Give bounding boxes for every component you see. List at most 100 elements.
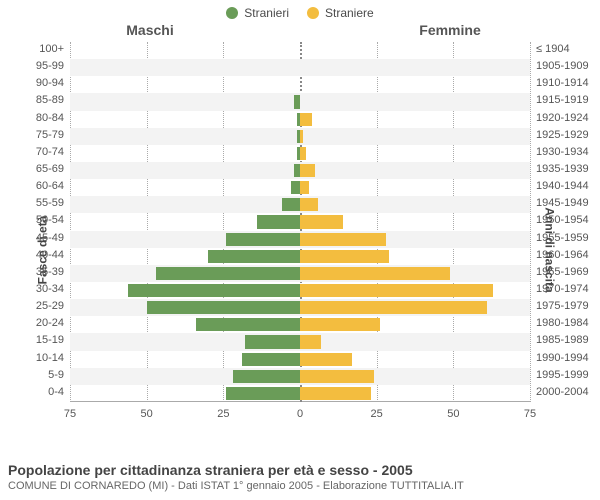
x-tick-label: 75 [64, 408, 76, 420]
age-row: 25-291975-1979 [70, 299, 530, 316]
birth-year-label: 1990-1994 [536, 351, 589, 365]
bar-male [291, 181, 300, 194]
birth-year-label: 1930-1934 [536, 145, 589, 159]
age-row: 50-541950-1954 [70, 213, 530, 230]
age-label: 10-14 [36, 351, 64, 365]
bar-male [242, 353, 300, 366]
age-row: 75-791925-1929 [70, 128, 530, 145]
birth-year-label: 1915-1919 [536, 93, 589, 107]
age-row: 55-591945-1949 [70, 196, 530, 213]
age-label: 95-99 [36, 59, 64, 73]
chart-footer: Popolazione per cittadinanza straniera p… [8, 462, 592, 492]
age-label: 40-44 [36, 248, 64, 262]
birth-year-label: 1970-1974 [536, 282, 589, 296]
bar-male [208, 250, 300, 263]
age-row: 80-841920-1924 [70, 111, 530, 128]
x-tick-label: 25 [371, 408, 383, 420]
age-row: 60-641940-1944 [70, 179, 530, 196]
bar-female [300, 301, 487, 314]
age-label: 50-54 [36, 213, 64, 227]
birth-year-label: 1910-1914 [536, 76, 589, 90]
chart-title: Popolazione per cittadinanza straniera p… [8, 462, 592, 478]
title-right: Femmine [300, 22, 600, 38]
pyramid-chart: 7550250255075100+≤ 190495-991905-190990-… [70, 42, 530, 420]
bar-male [226, 387, 300, 400]
age-label: 90-94 [36, 76, 64, 90]
bar-male [196, 318, 300, 331]
bar-female [300, 147, 306, 160]
age-label: 45-49 [36, 231, 64, 245]
age-row: 90-941910-1914 [70, 76, 530, 93]
bar-female [300, 181, 309, 194]
bar-female [300, 215, 343, 228]
bar-female [300, 113, 312, 126]
birth-year-label: 1925-1929 [536, 128, 589, 142]
section-titles: Maschi Femmine [0, 22, 600, 38]
age-row: 45-491955-1959 [70, 231, 530, 248]
bar-female [300, 164, 315, 177]
age-label: 60-64 [36, 179, 64, 193]
age-row: 15-191985-1989 [70, 333, 530, 350]
chart-subtitle: COMUNE DI CORNAREDO (MI) - Dati ISTAT 1°… [8, 480, 592, 492]
age-row: 0-42000-2004 [70, 385, 530, 402]
bar-female [300, 318, 380, 331]
legend-swatch-female [307, 7, 319, 19]
birth-year-label: 2000-2004 [536, 385, 589, 399]
legend-label-male: Stranieri [244, 6, 289, 20]
age-label: 30-34 [36, 282, 64, 296]
bar-male [226, 233, 300, 246]
birth-year-label: 1955-1959 [536, 231, 589, 245]
age-label: 0-4 [48, 385, 64, 399]
birth-year-label: 1960-1964 [536, 248, 589, 262]
x-tick-label: 50 [141, 408, 153, 420]
age-row: 70-741930-1934 [70, 145, 530, 162]
legend-label-female: Straniere [325, 6, 374, 20]
birth-year-label: 1920-1924 [536, 111, 589, 125]
bar-female [300, 353, 352, 366]
birth-year-label: 1985-1989 [536, 333, 589, 347]
age-label: 75-79 [36, 128, 64, 142]
chart-container: Stranieri Straniere Maschi Femmine Fasce… [0, 0, 600, 500]
age-row: 10-141990-1994 [70, 351, 530, 368]
age-label: 65-69 [36, 162, 64, 176]
bar-female [300, 233, 386, 246]
age-label: 70-74 [36, 145, 64, 159]
bar-male [156, 267, 300, 280]
x-tick-label: 75 [524, 408, 536, 420]
age-row: 85-891915-1919 [70, 93, 530, 110]
age-label: 15-19 [36, 333, 64, 347]
birth-year-label: 1940-1944 [536, 179, 589, 193]
age-row: 95-991905-1909 [70, 59, 530, 76]
birth-year-label: 1945-1949 [536, 196, 589, 210]
age-label: 100+ [39, 42, 64, 56]
bar-female [300, 267, 450, 280]
legend-item-male: Stranieri [226, 6, 289, 20]
birth-year-label: 1980-1984 [536, 316, 589, 330]
birth-year-label: 1905-1909 [536, 59, 589, 73]
gridline [530, 42, 531, 402]
bar-male [128, 284, 300, 297]
bar-male [257, 215, 300, 228]
age-row: 35-391965-1969 [70, 265, 530, 282]
bar-female [300, 335, 321, 348]
age-label: 85-89 [36, 93, 64, 107]
age-row: 20-241980-1984 [70, 316, 530, 333]
x-tick-label: 25 [217, 408, 229, 420]
age-row: 5-91995-1999 [70, 368, 530, 385]
age-row: 40-441960-1964 [70, 248, 530, 265]
bar-male [294, 95, 300, 108]
bar-female [300, 250, 389, 263]
bar-female [300, 198, 318, 211]
bar-female [300, 284, 493, 297]
bar-male [282, 198, 300, 211]
birth-year-label: ≤ 1904 [536, 42, 570, 56]
legend-swatch-male [226, 7, 238, 19]
age-row: 30-341970-1974 [70, 282, 530, 299]
bar-male [245, 335, 300, 348]
x-tick-label: 50 [447, 408, 459, 420]
age-label: 35-39 [36, 265, 64, 279]
birth-year-label: 1965-1969 [536, 265, 589, 279]
age-row: 100+≤ 1904 [70, 42, 530, 59]
birth-year-label: 1975-1979 [536, 299, 589, 313]
age-label: 5-9 [48, 368, 64, 382]
